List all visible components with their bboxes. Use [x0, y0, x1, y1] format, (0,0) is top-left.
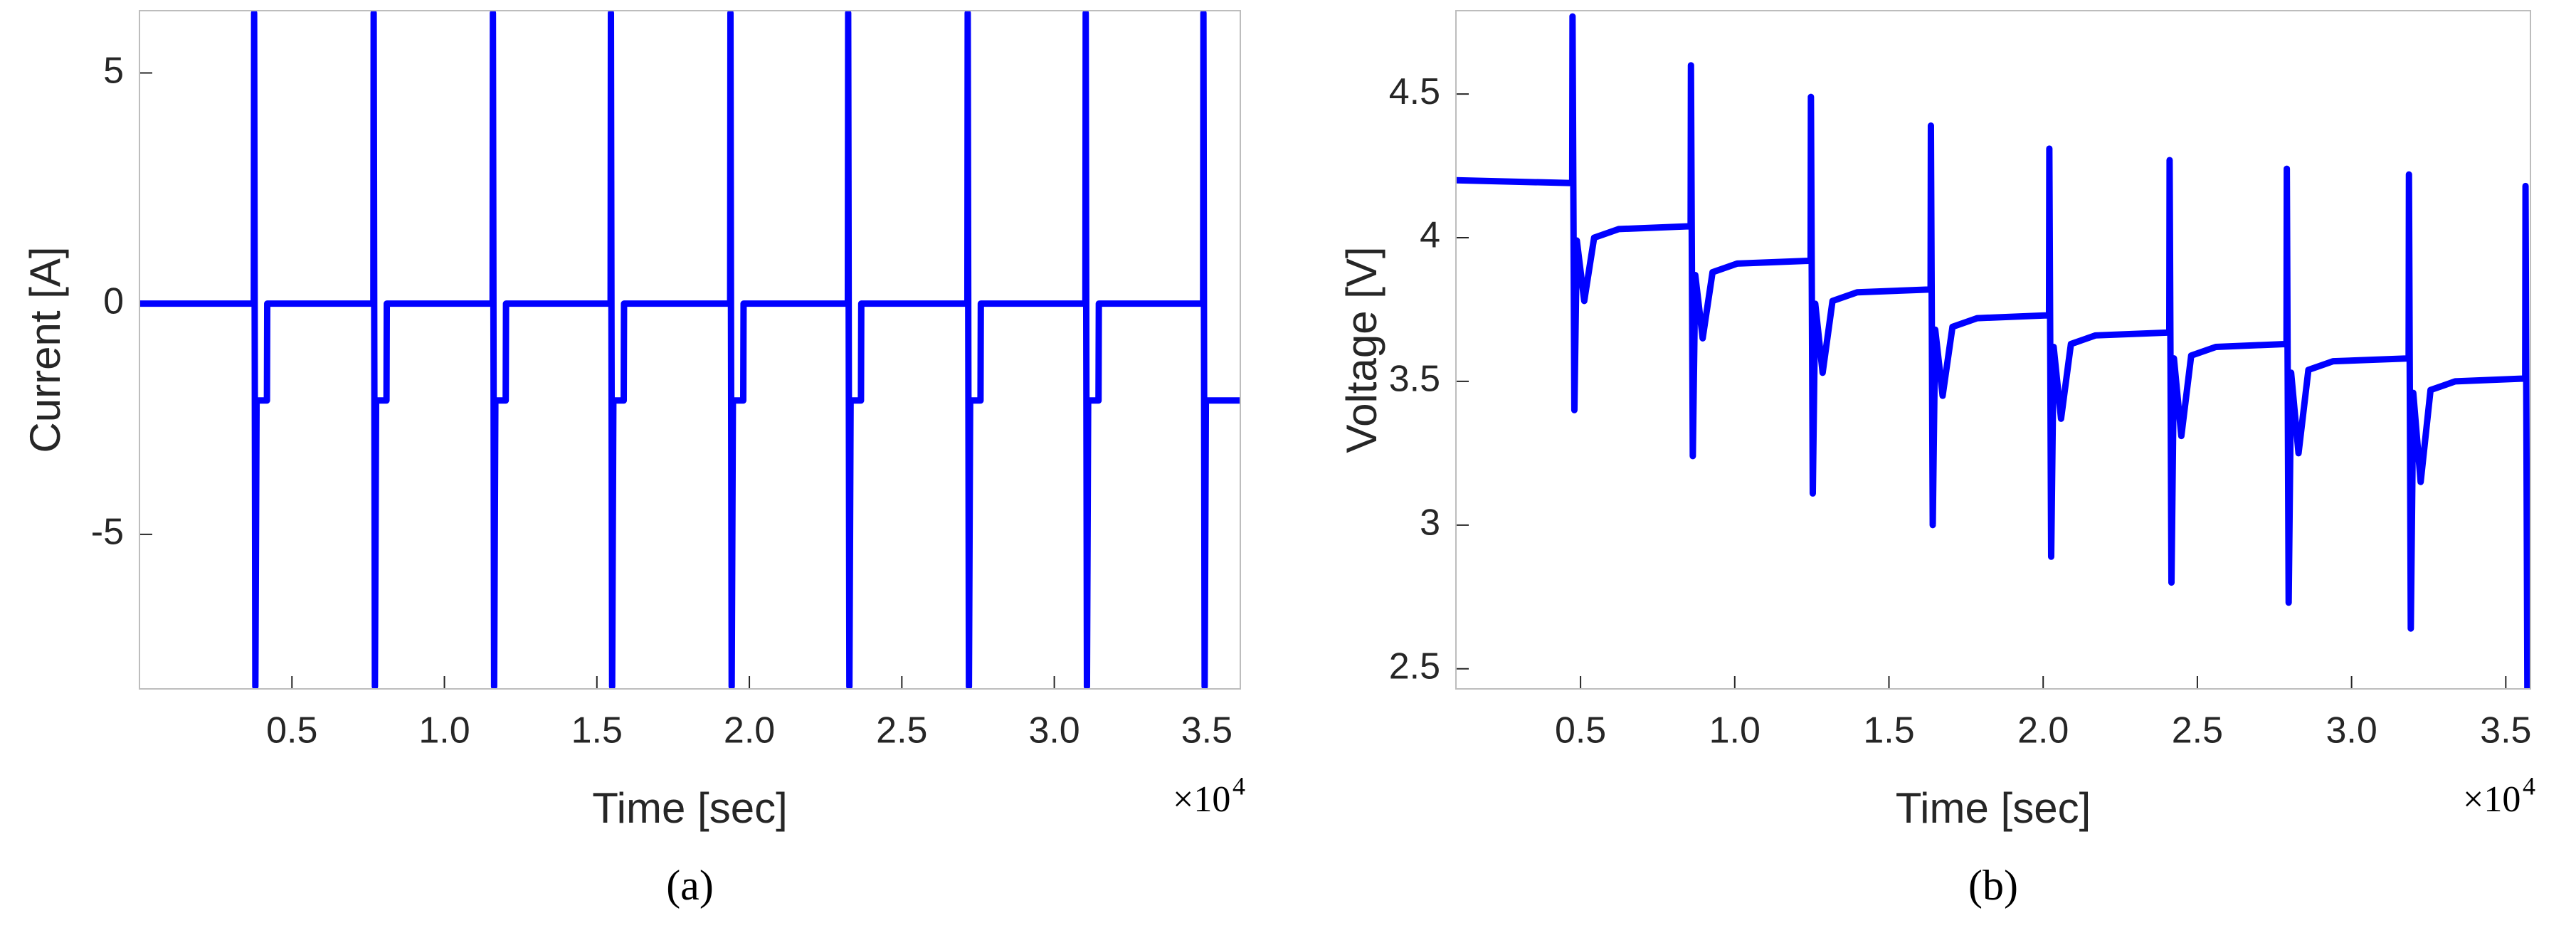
x-tick-label: 1.0: [1709, 710, 1761, 752]
y-tick-label: 4: [1420, 215, 1440, 256]
x-tick-label: 2.5: [876, 710, 927, 752]
x-tick-label: 0.5: [1555, 710, 1606, 752]
y-tick-label: 5: [103, 50, 124, 91]
x-tick-label: 3.0: [1028, 710, 1080, 752]
x-tick-label: 2.0: [724, 710, 775, 752]
x-axis-label: Time [sec]: [1896, 784, 2091, 832]
x-tick-label: 1.5: [571, 710, 623, 752]
y-tick-label: 0: [103, 280, 124, 322]
y-tick-label: 3: [1420, 502, 1440, 544]
y-axis-label: Current [A]: [21, 246, 69, 453]
x-tick-label: 2.5: [2172, 710, 2223, 752]
plot-frame: [1455, 10, 2531, 690]
data-line: [139, 11, 1240, 689]
panel-label: (a): [666, 862, 714, 909]
panel-label: (b): [1968, 862, 2018, 909]
x-tick-label: 3.0: [2326, 710, 2377, 752]
plot-frame: [139, 10, 1241, 690]
y-tick-label: -5: [91, 512, 124, 553]
data-line: [1456, 13, 2530, 689]
x-tick-label: 3.5: [2480, 710, 2531, 752]
x-tick-label: 2.0: [2017, 710, 2069, 752]
y-tick-label: 2.5: [1389, 645, 1440, 687]
y-tick-label: 3.5: [1389, 359, 1440, 400]
x-tick-label: 1.0: [418, 710, 470, 752]
y-axis-label: Voltage [V]: [1338, 246, 1385, 453]
x-tick-label: 0.5: [266, 710, 317, 752]
x-tick-label: 1.5: [1863, 710, 1914, 752]
x-exponent: 4: [2523, 771, 2535, 800]
x-axis-label: Time [sec]: [592, 784, 787, 832]
y-tick-label: 4.5: [1389, 71, 1440, 112]
x-exponent: 4: [1232, 771, 1245, 800]
x-multiplier: ×10: [1173, 779, 1230, 820]
x-multiplier: ×10: [2463, 779, 2520, 820]
x-tick-label: 3.5: [1181, 710, 1232, 752]
